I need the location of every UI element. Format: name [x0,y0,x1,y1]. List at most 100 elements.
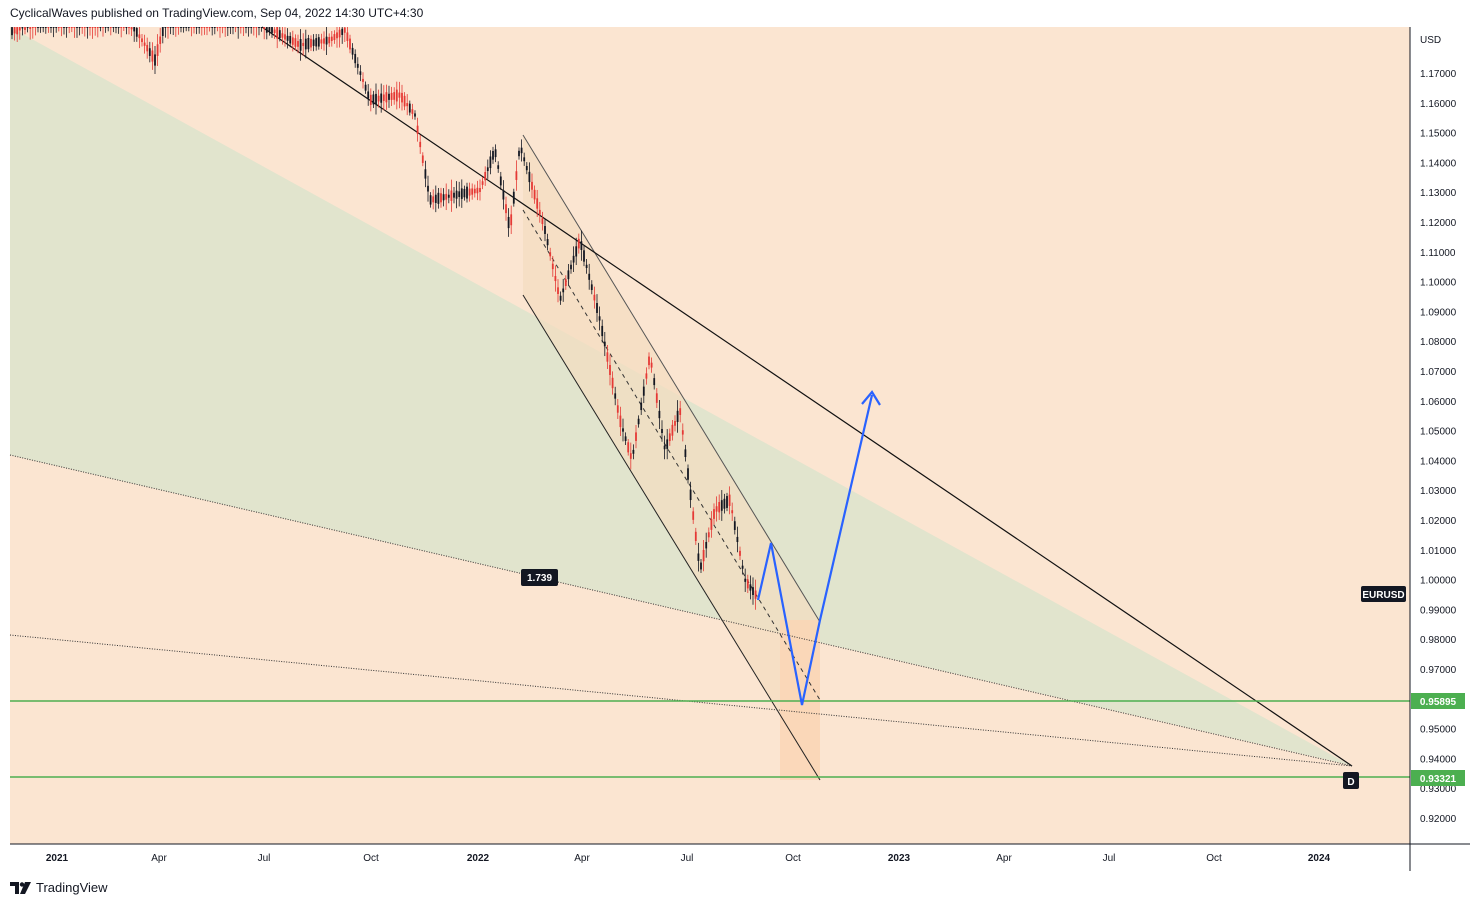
candle-body [497,165,500,169]
candle-body [689,489,692,501]
candle-body [564,279,567,286]
candle-body [364,84,367,91]
candle-body [29,27,32,29]
time-axis[interactable]: 2021 Apr Jul Oct 2022 Apr Jul Oct 2023 Apr Jul Oct 2… [46,853,1331,864]
candle-body [453,192,455,198]
candle-body [601,325,604,337]
candle-body [549,252,552,257]
candle-body [515,171,518,180]
candle-body [590,284,593,291]
candle-body [297,41,299,47]
y-tick-label: 0.99000 [1420,605,1457,616]
candle-body [502,190,505,200]
candle-body [237,27,240,28]
candle-body [736,536,739,543]
candle-body [614,393,617,399]
candle-body [239,27,242,28]
candle-body [289,35,292,44]
candle-body [458,191,461,197]
candle-body [343,27,346,33]
candle-body [34,27,37,28]
candle-body [312,39,315,46]
level-label-2: 0.93321 [1420,774,1457,785]
candle-body [234,27,237,28]
candle-body [554,276,557,282]
candle-body [96,27,99,28]
y-tick-label: 1.14000 [1420,158,1457,169]
candle-body [705,541,708,549]
candle-body [577,238,580,249]
candle-body [533,189,536,200]
level-label-1: 0.95895 [1420,697,1457,708]
candle-body [447,194,450,198]
level-label-box-1 [1411,693,1465,709]
candle-body [315,38,318,47]
candle-body [427,185,429,192]
x-tick-label: Jul [1103,853,1116,864]
candle-body [359,71,362,75]
candle-body [429,195,432,205]
y-tick-label: 0.93000 [1420,784,1457,795]
candle-body [702,549,705,562]
candle-body [57,27,60,28]
x-tick-label: Apr [574,853,590,864]
candle-body [107,27,110,28]
candle-body [161,27,164,36]
candle-body [406,103,409,107]
candle-body [307,37,310,50]
y-tick-label: 1.13000 [1420,188,1457,199]
candle-body [523,157,526,162]
candle-body [286,35,289,41]
candle-body [627,442,630,453]
candle-body [125,27,128,28]
candle-body [380,93,383,103]
candle-body [752,587,754,595]
candle-body [424,169,427,179]
candle-body [81,27,84,28]
candlestick-series [11,27,757,610]
candle-body [476,187,479,194]
candle-body [245,27,247,28]
candle-body [224,27,227,28]
candle-body [11,27,13,36]
candle-body [187,27,190,28]
candle-body [718,502,721,513]
candle-body [674,420,676,426]
candle-body [437,192,440,204]
candle-body [219,27,221,28]
candle-body [710,518,713,530]
candle-body [679,408,682,415]
candle-body [24,27,26,30]
candle-body [505,204,507,214]
candle-body [536,198,539,209]
y-tick-label: 1.12000 [1420,218,1457,229]
candle-body [159,36,162,44]
x-tick-label: Oct [363,853,379,864]
y-tick-label: 1.09000 [1420,307,1457,318]
candle-body [731,510,734,514]
candle-body [146,44,149,52]
candle-body [572,255,575,263]
price-axis[interactable]: 1.17000 1.16000 1.15000 1.14000 1.13000 1.120… [1420,69,1457,825]
candle-body [655,393,658,403]
candle-body [172,27,175,28]
candle-body [60,27,63,28]
symbol-badge: EURUSD [1362,590,1404,601]
candle-body [440,193,442,203]
candle-body [195,27,198,28]
candle-body [700,562,702,570]
candle-body [133,27,136,32]
currency-label: USD [1420,35,1441,46]
y-tick-label: 1.15000 [1420,129,1457,140]
candle-body [739,550,741,556]
candle-body [575,246,578,257]
candle-body [271,27,273,33]
candle-body [658,410,661,419]
candle-body [193,27,195,28]
candle-body [135,27,138,37]
candle-body [325,36,328,45]
fib-label-box [521,569,558,586]
candle-body [203,27,206,28]
tradingview-footer: TradingView [10,880,108,895]
